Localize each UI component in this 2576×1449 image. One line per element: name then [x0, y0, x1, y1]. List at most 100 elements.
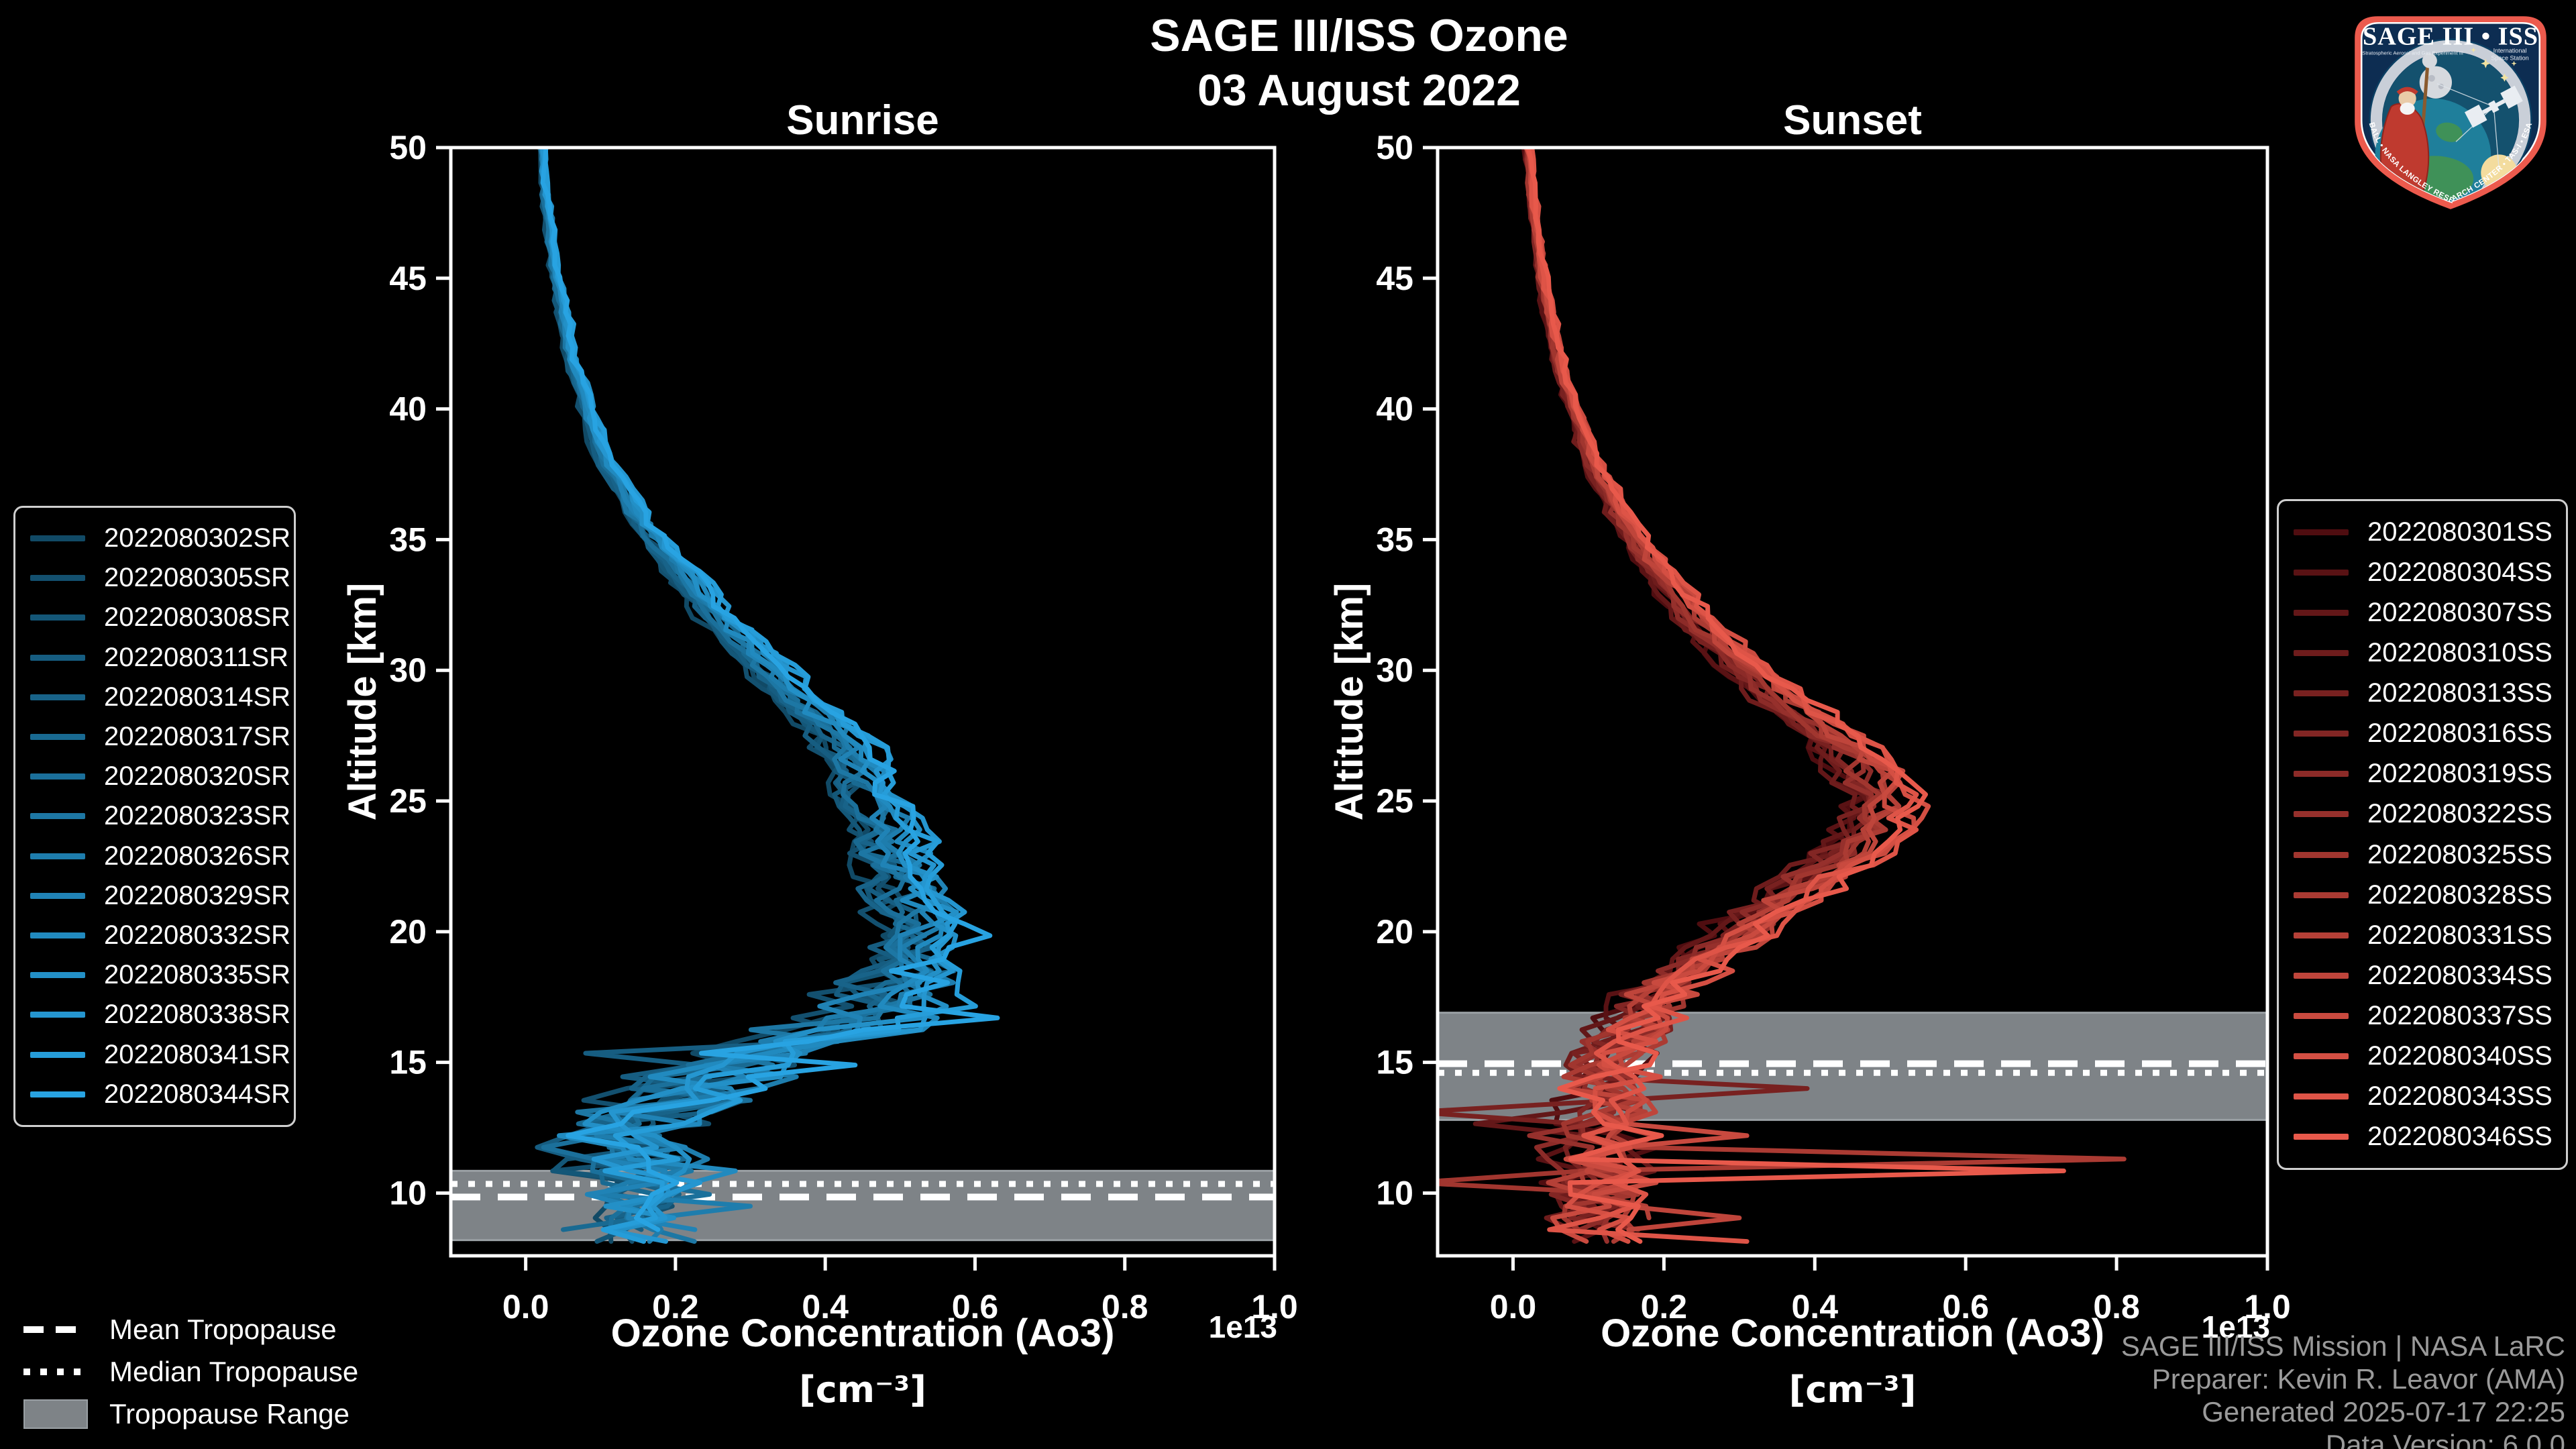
panel-title: Sunset [1783, 97, 1922, 144]
series-label: 2022080313SS [2367, 678, 2553, 708]
series-label: 2022080344SR [104, 1079, 291, 1109]
legend-entry: 2022080308SR [30, 602, 290, 633]
series-color-swatch [2294, 1053, 2349, 1060]
series-color-swatch [30, 734, 85, 741]
series-label: 2022080326SR [104, 841, 291, 871]
series-label: 2022080343SS [2367, 1081, 2553, 1112]
series-label: 2022080311SR [104, 642, 289, 672]
footer-line: Generated 2025-07-17 22:25 [2202, 1396, 2565, 1428]
x-tick-label: 0.2 [652, 1288, 699, 1326]
series-color-swatch [30, 1091, 85, 1097]
series-color-swatch [2294, 851, 2349, 858]
series-label: 2022080316SS [2367, 718, 2553, 749]
figure-date: 03 August 2022 [1197, 65, 1521, 115]
series-label: 2022080332SR [104, 920, 291, 950]
series-label: 2022080302SR [104, 523, 291, 553]
y-tick-label: 10 [1376, 1174, 1413, 1212]
legend-entry: 2022080322SS [2294, 799, 2553, 829]
series-label: 2022080320SR [104, 761, 291, 792]
legend-entry: 2022080305SR [30, 563, 290, 593]
panel-title: Sunrise [786, 97, 938, 144]
legend-entry: 2022080314SR [30, 682, 290, 712]
x-axis-label: Ozone Concentration (Ao3) [1601, 1311, 2104, 1355]
series-color-swatch [30, 813, 85, 820]
series-color-swatch [2294, 892, 2349, 898]
series-color-swatch [30, 892, 85, 899]
legend-entry: 2022080313SS [2294, 678, 2553, 708]
patch-title: SAGE III • ISS [2363, 22, 2538, 50]
legend-entry: 2022080344SR [30, 1079, 290, 1110]
series-label: 2022080310SS [2367, 637, 2553, 667]
series-color-swatch [2294, 609, 2349, 616]
tropopause-legend: Mean Tropopause Median Tropopause Tropop… [23, 1308, 358, 1435]
series-label: 2022080325SS [2367, 839, 2553, 869]
series-color-swatch [2294, 932, 2349, 938]
legend-entry: 2022080317SR [30, 722, 290, 752]
series-label: 2022080335SR [104, 960, 291, 990]
legend-entry: 2022080319SS [2294, 759, 2553, 789]
series-color-swatch [30, 575, 85, 582]
series-label: 2022080341SR [104, 1039, 291, 1069]
series-color-swatch [2294, 649, 2349, 656]
footer-credits: SAGE III/ISS Mission | NASA LaRC Prepare… [2121, 1330, 2565, 1449]
gray-band-swatch [23, 1399, 88, 1429]
series-color-swatch [30, 972, 85, 979]
legend-entry: 2022080331SS [2294, 920, 2553, 951]
x-tick-label: 0.8 [1102, 1288, 1148, 1326]
series-label: 2022080331SS [2367, 920, 2553, 950]
legend-entry: 2022080328SS [2294, 879, 2553, 910]
patch-subtitle-right-1: International [2493, 48, 2527, 54]
series-label: 2022080328SS [2367, 879, 2553, 910]
profile-line-2022080302SR [538, 148, 916, 1244]
legend-entry: 2022080335SR [30, 960, 290, 990]
dotted-line-swatch [23, 1368, 88, 1375]
legend-entry: 2022080304SS [2294, 557, 2553, 588]
profile-line-2022080346SS [1525, 148, 2066, 1244]
legend-entry: 2022080311SR [30, 643, 288, 673]
x-axis-units-label: [cm⁻³] [1789, 1368, 1917, 1411]
legend-entry: 2022080323SR [30, 801, 290, 831]
y-tick-label: 45 [1376, 260, 1413, 297]
footer-line: SAGE III/ISS Mission | NASA LaRC [2121, 1330, 2565, 1362]
legend-entry: 2022080343SS [2294, 1081, 2553, 1112]
legend-entry: 2022080338SR [30, 1000, 290, 1030]
series-color-swatch [30, 694, 85, 700]
y-tick-label: 45 [389, 260, 427, 297]
y-tick-label: 35 [1376, 521, 1413, 558]
series-label: 2022080308SR [104, 602, 291, 633]
series-color-swatch [2294, 771, 2349, 777]
y-tick-label: 50 [1376, 129, 1413, 166]
y-tick-label: 15 [1376, 1044, 1413, 1081]
x-tick-label: 0.4 [802, 1288, 849, 1326]
profile-line-2022080317SR [539, 148, 957, 1232]
series-label: 2022080319SS [2367, 759, 2553, 789]
y-tick-label: 35 [389, 521, 427, 558]
y-tick-label: 25 [1376, 782, 1413, 820]
y-axis-label: Altitude [km] [341, 583, 384, 820]
median-tropopause-legend-item: Median Tropopause [23, 1350, 358, 1393]
profile-line-2022080344SR [540, 148, 1000, 1232]
series-color-swatch [30, 932, 85, 938]
footer-line: Preparer: Kevin R. Leavor (AMA) [2151, 1363, 2565, 1395]
y-tick-label: 20 [1376, 913, 1413, 951]
y-tick-label: 50 [389, 129, 427, 166]
series-label: 2022080305SR [104, 563, 291, 593]
y-tick-label: 10 [389, 1174, 427, 1212]
x-tick-label: 1.0 [1251, 1288, 1298, 1326]
legend-label: Mean Tropopause [109, 1313, 337, 1345]
dashed-line-swatch [23, 1326, 88, 1333]
series-color-swatch [2294, 731, 2349, 737]
series-color-swatch [30, 614, 85, 621]
series-color-swatch [2294, 811, 2349, 818]
mean-tropopause-legend-item: Mean Tropopause [23, 1308, 358, 1350]
x-tick-label: 1.0 [2244, 1288, 2291, 1326]
legend-entry: 2022080310SS [2294, 637, 2553, 668]
series-color-swatch [30, 1012, 85, 1018]
tropopause-range-legend-item: Tropopause Range [23, 1393, 358, 1435]
series-label: 2022080334SS [2367, 960, 2553, 990]
legend-entry: 2022080325SS [2294, 839, 2553, 870]
series-label: 2022080329SR [104, 880, 291, 910]
legend-entry: 2022080334SS [2294, 960, 2553, 991]
